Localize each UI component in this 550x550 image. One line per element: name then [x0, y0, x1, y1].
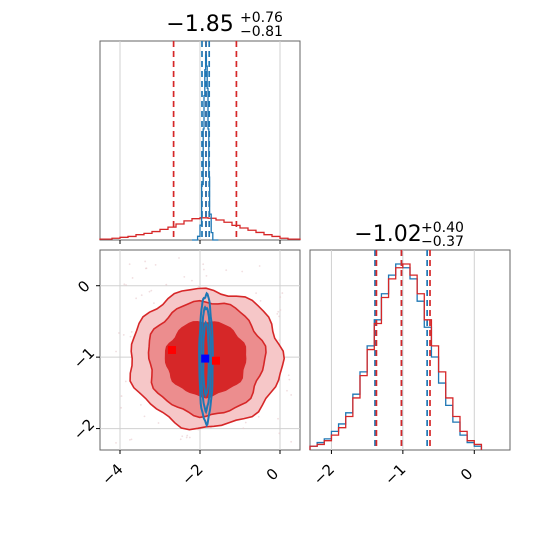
top-left-hist-series-0	[99, 217, 301, 240]
bottom-left-scatter-point	[157, 422, 160, 424]
panel-title-param1: −1.02	[354, 222, 421, 247]
bottom-left-ytick-label: 0	[74, 277, 93, 296]
bottom-left-xtick-label: 0	[263, 465, 282, 484]
bottom-right-xtick-label: −2	[310, 460, 338, 488]
bottom-left-blue-marker-0	[201, 354, 210, 363]
bottom-left-scatter-point	[185, 436, 188, 439]
bottom-left-ytick-label: −1	[70, 344, 98, 372]
bottom-left-scatter-point	[242, 427, 245, 430]
bottom-left-scatter-point	[258, 265, 261, 267]
title-median-param0: −1.85	[166, 12, 233, 37]
bottom-left-red-marker-0	[168, 346, 176, 354]
bottom-left-scatter-point	[259, 299, 262, 302]
bottom-left-xtick-label: −2	[178, 460, 206, 488]
bottom-left-scatter-point	[183, 275, 186, 278]
bottom-left-scatter-point	[123, 283, 126, 286]
bottom-left-scatter-point	[277, 310, 280, 313]
bottom-left-scatter-point	[281, 292, 284, 294]
bottom-left-scatter-point	[186, 434, 189, 437]
bottom-left-scatter-point	[179, 438, 182, 441]
panel-title-param0: −1.85	[166, 12, 233, 37]
bottom-left-scatter-point	[257, 415, 260, 418]
bottom-left-scatter-point	[278, 315, 281, 318]
bottom-left-scatter-point	[276, 313, 279, 315]
bottom-left-scatter-point	[286, 389, 288, 392]
bottom-left-scatter-point	[205, 275, 208, 277]
bottom-left-scatter-point	[154, 264, 157, 266]
bottom-right-frame	[309, 249, 511, 451]
bottom-left-scatter-point	[244, 421, 247, 424]
title-median-param1: −1.02	[354, 222, 421, 247]
bottom-right-hist-series-0	[309, 263, 483, 450]
bottom-left-scatter-point	[290, 394, 293, 396]
bottom-left-scatter-point	[287, 374, 290, 377]
bottom-left-scatter-point	[278, 339, 281, 342]
bottom-left-scatter-point	[150, 289, 153, 292]
bottom-left-scatter-point	[210, 427, 212, 429]
bottom-left-scatter-point	[130, 331, 133, 333]
bottom-left-scatter-point	[144, 260, 147, 263]
bottom-left-scatter-point	[225, 269, 228, 272]
bottom-left-scatter-point	[197, 428, 200, 431]
bottom-left-scatter-point	[277, 417, 279, 420]
bottom-left-red-marker-1	[212, 356, 220, 365]
bottom-left-scatter-point	[178, 257, 180, 259]
bottom-left-scatter-point	[131, 277, 134, 279]
bottom-left-scatter-point	[143, 415, 146, 418]
bottom-left-scatter-point	[122, 333, 125, 336]
title-minus-param1: −0.37	[421, 234, 464, 250]
bottom-left-scatter-point	[279, 296, 282, 298]
title-plus-param0: +0.76	[240, 10, 283, 26]
bottom-left-scatter-point	[202, 263, 205, 266]
bottom-left-ytick-label: −2	[70, 415, 98, 443]
bottom-right-xtick-label: −1	[381, 460, 409, 488]
bottom-left-scatter-point	[129, 335, 132, 338]
bottom-left-scatter-point	[124, 380, 127, 383]
title-plus-param1: +0.40	[421, 220, 464, 236]
bottom-left-scatter-point	[139, 403, 142, 406]
bottom-left-scatter-point	[120, 395, 123, 397]
bottom-left-scatter-point	[197, 285, 200, 288]
bottom-left-scatter-point	[145, 267, 148, 270]
title-minus-param0: −0.81	[240, 24, 283, 40]
bottom-left-scatter-point	[202, 268, 205, 271]
bottom-right-xtick-label: 0	[457, 465, 476, 484]
bottom-right-hist-series-1	[309, 263, 483, 450]
bottom-left-scatter-point	[115, 441, 117, 444]
bottom-left-scatter-point	[188, 436, 191, 439]
bottom-left-scatter-point	[241, 270, 244, 273]
bottom-left-scatter-point	[165, 283, 168, 286]
bottom-left-scatter-point	[120, 406, 122, 409]
bottom-left-scatter-point	[125, 284, 127, 286]
bottom-left-scatter-point	[278, 432, 281, 435]
bottom-left-scatter-point	[128, 438, 131, 441]
bottom-left-scatter-point	[290, 440, 293, 443]
bottom-left-scatter-point	[148, 290, 151, 293]
bottom-left-scatter-point	[181, 435, 184, 438]
bottom-left-scatter-point	[255, 292, 257, 295]
bottom-left-scatter-point	[115, 350, 117, 353]
bottom-left-scatter-point	[288, 378, 291, 381]
bottom-left-scatter-point	[191, 279, 193, 282]
bottom-left-scatter-point	[128, 263, 131, 266]
bottom-left-scatter-point	[153, 302, 155, 305]
bottom-left-scatter-point	[135, 297, 138, 300]
bottom-left-scatter-point	[130, 438, 133, 441]
bottom-left-xtick-label: −4	[98, 460, 126, 488]
bottom-left-scatter-point	[279, 309, 282, 311]
bottom-left-blue-contour-2	[198, 291, 214, 428]
bottom-left-scatter-point	[140, 294, 143, 297]
bottom-left-scatter-point	[118, 332, 120, 334]
